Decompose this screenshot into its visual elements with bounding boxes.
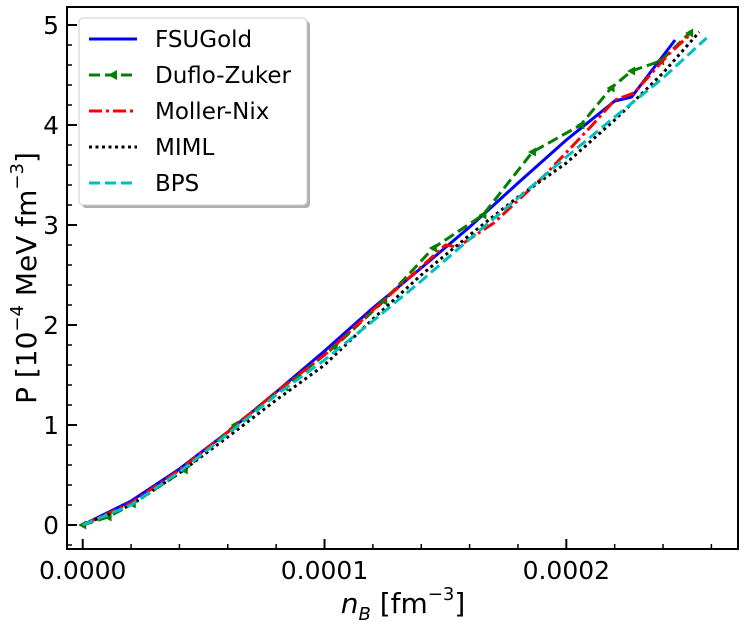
- data-point-marker: [685, 28, 694, 38]
- series-line-bps: [82, 36, 708, 527]
- data-point-marker: [527, 147, 536, 157]
- data-point-marker: [627, 66, 636, 76]
- legend: FSUGold Duflo-Zuker Moller-Nix MIML BPS: [78, 17, 310, 208]
- legend-label: Duflo-Zuker: [155, 63, 292, 89]
- y-tick-label: 3: [43, 211, 59, 240]
- series-line-moller-nix: [82, 33, 691, 527]
- x-tick-label: 0.0000: [39, 556, 126, 585]
- legend-label: BPS: [155, 171, 199, 197]
- plot-frame: [66, 6, 739, 550]
- x-tick-label: 0.0001: [281, 556, 368, 585]
- data-point-marker: [478, 210, 487, 220]
- ticks-layer: 0.0000 0.0001 0.0002 0 1 2 3 4 5: [39, 11, 713, 585]
- y-tick-label: 5: [43, 11, 59, 40]
- legend-label: FSUGold: [155, 27, 252, 53]
- legend-box: [78, 17, 308, 206]
- series-line-miml: [82, 31, 701, 527]
- y-tick-label: 4: [43, 111, 59, 140]
- y-tick-label: 0: [43, 511, 59, 540]
- legend-marker: [108, 70, 117, 80]
- x-axis-label: nB [fm−3]: [341, 584, 466, 625]
- x-tick-label: 0.0002: [523, 556, 610, 585]
- data-point-marker: [606, 83, 615, 93]
- legend-label: MIML: [155, 135, 214, 161]
- data-point-marker: [428, 243, 437, 253]
- legend-label: Moller-Nix: [155, 99, 269, 125]
- series-layer: [78, 28, 708, 530]
- y-axis-label: P [10−4 MeV fm−3]: [7, 152, 43, 404]
- data-point-marker: [576, 120, 585, 130]
- y-tick-label: 1: [43, 411, 59, 440]
- y-tick-label: 2: [43, 311, 59, 340]
